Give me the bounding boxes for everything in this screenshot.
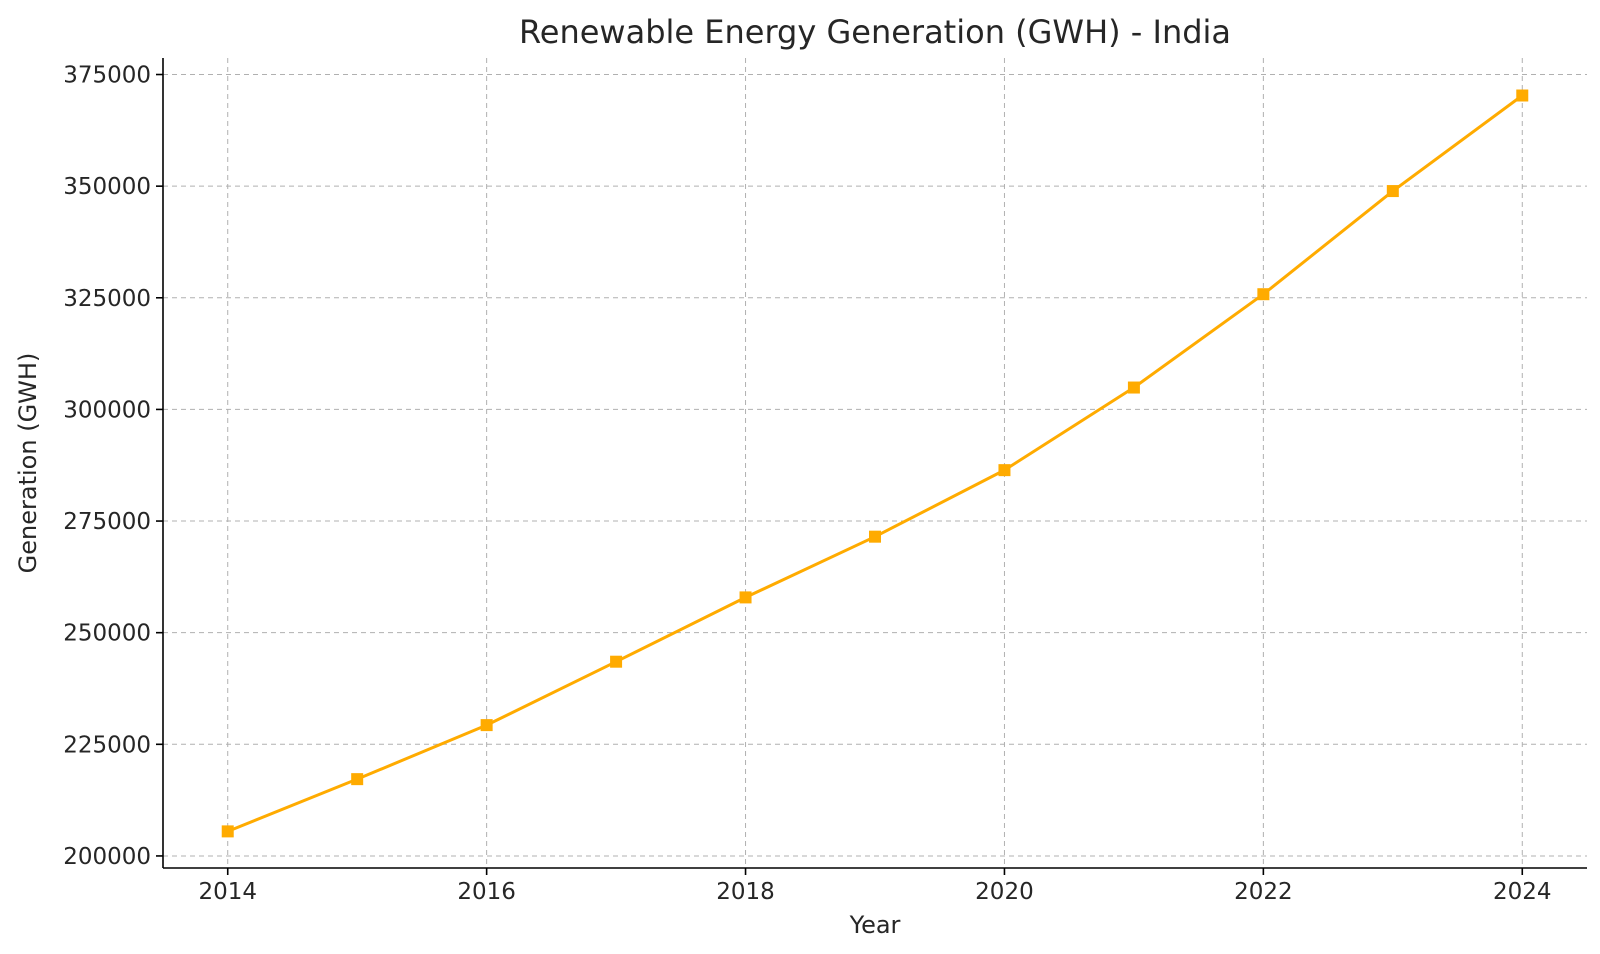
y-axis-label: Generation (GWH)	[14, 353, 42, 574]
data-point-marker	[1127, 381, 1140, 394]
data-point-marker	[480, 719, 493, 732]
x-tick-label: 2024	[1493, 879, 1552, 905]
series-layer	[221, 89, 1529, 838]
data-point-marker	[351, 773, 364, 786]
y-tick-label: 225000	[63, 732, 151, 758]
data-point-marker	[610, 655, 623, 668]
data-point-marker	[869, 530, 881, 543]
data-point-marker	[739, 591, 752, 604]
data-point-marker	[998, 464, 1011, 477]
data-point-marker	[1516, 89, 1529, 102]
x-axis-label: Year	[849, 911, 901, 939]
data-point-marker	[221, 825, 234, 838]
x-tick-label: 2018	[716, 879, 775, 905]
chart-title: Renewable Energy Generation (GWH) - Indi…	[519, 13, 1231, 51]
x-tick-label: 2014	[198, 879, 257, 905]
data-point-marker	[1386, 185, 1399, 198]
grid	[163, 58, 1587, 868]
x-axis-ticks: 2014 2016 2018 2020 2022 2024	[198, 868, 1552, 905]
y-tick-label: 375000	[63, 63, 151, 89]
data-point-marker	[1257, 288, 1270, 301]
x-tick-label: 2020	[975, 879, 1034, 905]
x-tick-label: 2016	[457, 879, 516, 905]
y-axis-ticks: 200000 225000 250000 275000 300000 325000 3500…	[63, 63, 163, 870]
axes	[162, 58, 1587, 869]
x-tick-label: 2022	[1234, 879, 1293, 905]
y-tick-label: 250000	[63, 621, 151, 647]
y-tick-label: 275000	[63, 509, 151, 535]
y-tick-label: 300000	[63, 397, 151, 423]
y-tick-label: 325000	[63, 286, 151, 312]
y-tick-label: 350000	[63, 174, 151, 200]
y-tick-label: 200000	[63, 844, 151, 870]
